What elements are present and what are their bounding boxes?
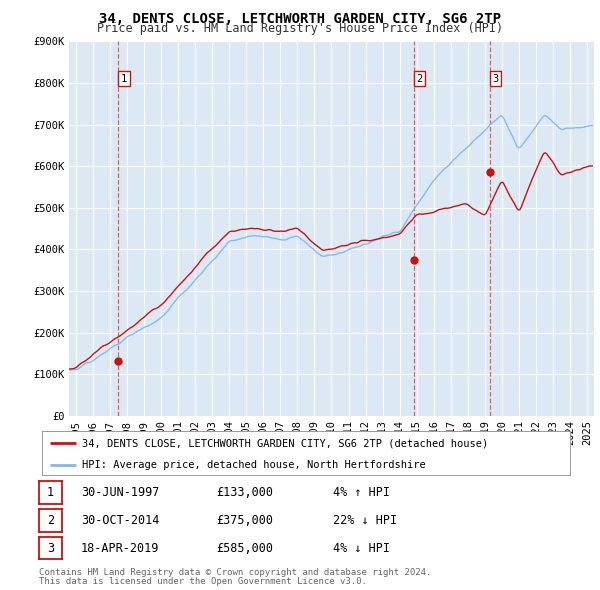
- Text: 34, DENTS CLOSE, LETCHWORTH GARDEN CITY, SG6 2TP (detached house): 34, DENTS CLOSE, LETCHWORTH GARDEN CITY,…: [82, 438, 488, 448]
- Text: 30-JUN-1997: 30-JUN-1997: [81, 486, 160, 499]
- Text: 3: 3: [492, 74, 499, 84]
- Text: £133,000: £133,000: [216, 486, 273, 499]
- Text: 22% ↓ HPI: 22% ↓ HPI: [333, 514, 397, 527]
- Text: 4% ↑ HPI: 4% ↑ HPI: [333, 486, 390, 499]
- Text: Contains HM Land Registry data © Crown copyright and database right 2024.: Contains HM Land Registry data © Crown c…: [39, 568, 431, 576]
- Text: Price paid vs. HM Land Registry's House Price Index (HPI): Price paid vs. HM Land Registry's House …: [97, 22, 503, 35]
- Text: 18-APR-2019: 18-APR-2019: [81, 542, 160, 555]
- Text: 3: 3: [47, 542, 54, 555]
- Text: 2: 2: [416, 74, 422, 84]
- Text: 4% ↓ HPI: 4% ↓ HPI: [333, 542, 390, 555]
- Text: HPI: Average price, detached house, North Hertfordshire: HPI: Average price, detached house, Nort…: [82, 460, 425, 470]
- Text: This data is licensed under the Open Government Licence v3.0.: This data is licensed under the Open Gov…: [39, 577, 367, 586]
- Text: 1: 1: [47, 486, 54, 499]
- Text: 2: 2: [47, 514, 54, 527]
- Text: £375,000: £375,000: [216, 514, 273, 527]
- Text: £585,000: £585,000: [216, 542, 273, 555]
- Text: 30-OCT-2014: 30-OCT-2014: [81, 514, 160, 527]
- Text: 34, DENTS CLOSE, LETCHWORTH GARDEN CITY, SG6 2TP: 34, DENTS CLOSE, LETCHWORTH GARDEN CITY,…: [99, 12, 501, 26]
- Text: 1: 1: [121, 74, 127, 84]
